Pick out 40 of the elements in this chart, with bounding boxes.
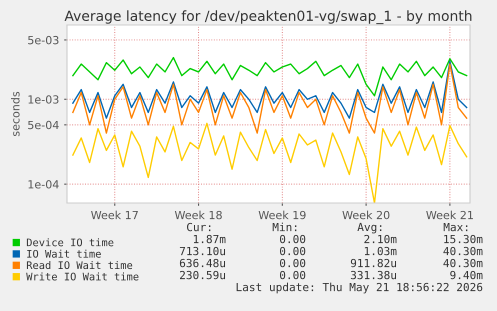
text: 0.00 <box>280 246 306 256</box>
text: Last update: Thu May 21 18:56:22 2026 <box>236 282 482 294</box>
text: Max: <box>444 222 468 232</box>
text: 0.00 <box>280 234 306 244</box>
x-tick-label: Week 20 <box>342 210 390 220</box>
text: Cur: <box>186 222 210 232</box>
text: 2.10m <box>364 234 396 244</box>
chart-title: Average latency for /dev/peakten01-vg/swap_1 - by month <box>64 10 472 24</box>
y-tick-label: 5e-03 <box>28 36 58 44</box>
text: Avg: <box>357 222 382 234</box>
text: 9.40m <box>450 270 482 280</box>
text: 40.30m <box>443 246 482 256</box>
legend-label: Device IO time <box>26 238 114 246</box>
x-tick-label: Week 19 <box>258 210 306 220</box>
y-axis-title: seconds <box>11 92 20 136</box>
text: 331.38u <box>350 270 396 280</box>
x-tick-label: Week 21 <box>426 210 473 220</box>
text: 1.87m <box>194 234 226 244</box>
text: 0.00 <box>280 270 306 280</box>
line-series <box>72 56 468 96</box>
line-series <box>72 122 468 203</box>
line-series <box>72 63 468 134</box>
legend-label: Write IO Wait time <box>26 272 138 280</box>
text: Min: <box>272 222 296 232</box>
legend-label: Read IO Wait time <box>26 261 132 270</box>
text: 0.00 <box>280 258 306 268</box>
text: 911.82u <box>350 258 396 268</box>
text: 15.30m <box>444 234 482 244</box>
line-series <box>72 60 468 119</box>
y-tick-label: 5e-04 <box>28 120 59 130</box>
text: 230.59u <box>180 270 226 280</box>
x-tick-label: Week 17 <box>91 210 138 220</box>
y-tick-label: 1e-04 <box>28 180 59 189</box>
legend-label: IO Wait time <box>27 250 101 258</box>
text: 1.03m <box>364 246 396 256</box>
x-tick-label: Week 18 <box>174 210 222 220</box>
text: 713.10u <box>180 246 226 256</box>
text: 40.30m <box>443 258 482 268</box>
text: 636.48u <box>180 258 226 268</box>
y-tick-label: 1e-03 <box>28 95 58 104</box>
